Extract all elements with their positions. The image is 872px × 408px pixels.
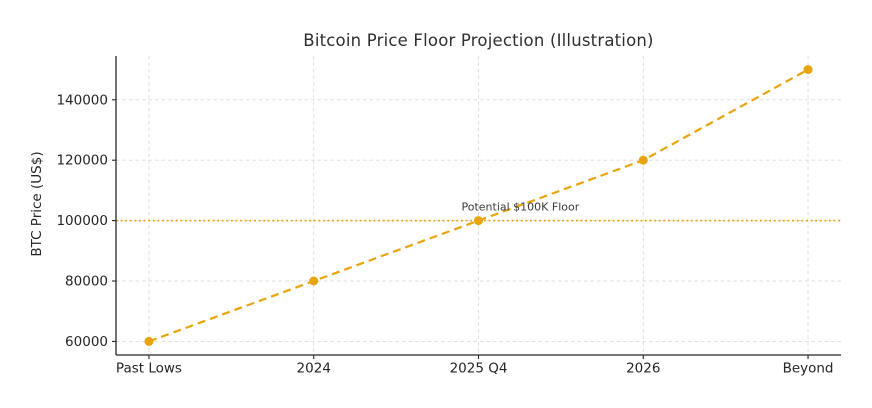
y-tick-label: 80000 — [65, 274, 108, 290]
x-tick-label: 2026 — [626, 361, 660, 377]
x-tick-label: Past Lows — [116, 361, 182, 377]
y-tick-label: 100000 — [56, 213, 108, 229]
x-tick-label: Beyond — [783, 361, 834, 377]
data-point — [474, 216, 483, 226]
data-point — [638, 155, 648, 165]
y-tick-label: 120000 — [56, 153, 108, 169]
y-tick-label: 60000 — [65, 334, 108, 350]
series-line — [148, 68, 809, 343]
x-tick-label: 2024 — [297, 361, 331, 377]
y-tick-label: 140000 — [56, 92, 108, 108]
floor-annotation: Potential $100K Floor — [462, 201, 580, 214]
chart-title: Bitcoin Price Floor Projection (Illustra… — [303, 31, 654, 50]
x-tick-label: 2025 Q4 — [450, 361, 508, 377]
data-point — [309, 276, 319, 286]
data-point — [803, 65, 813, 75]
data-point — [144, 336, 154, 346]
